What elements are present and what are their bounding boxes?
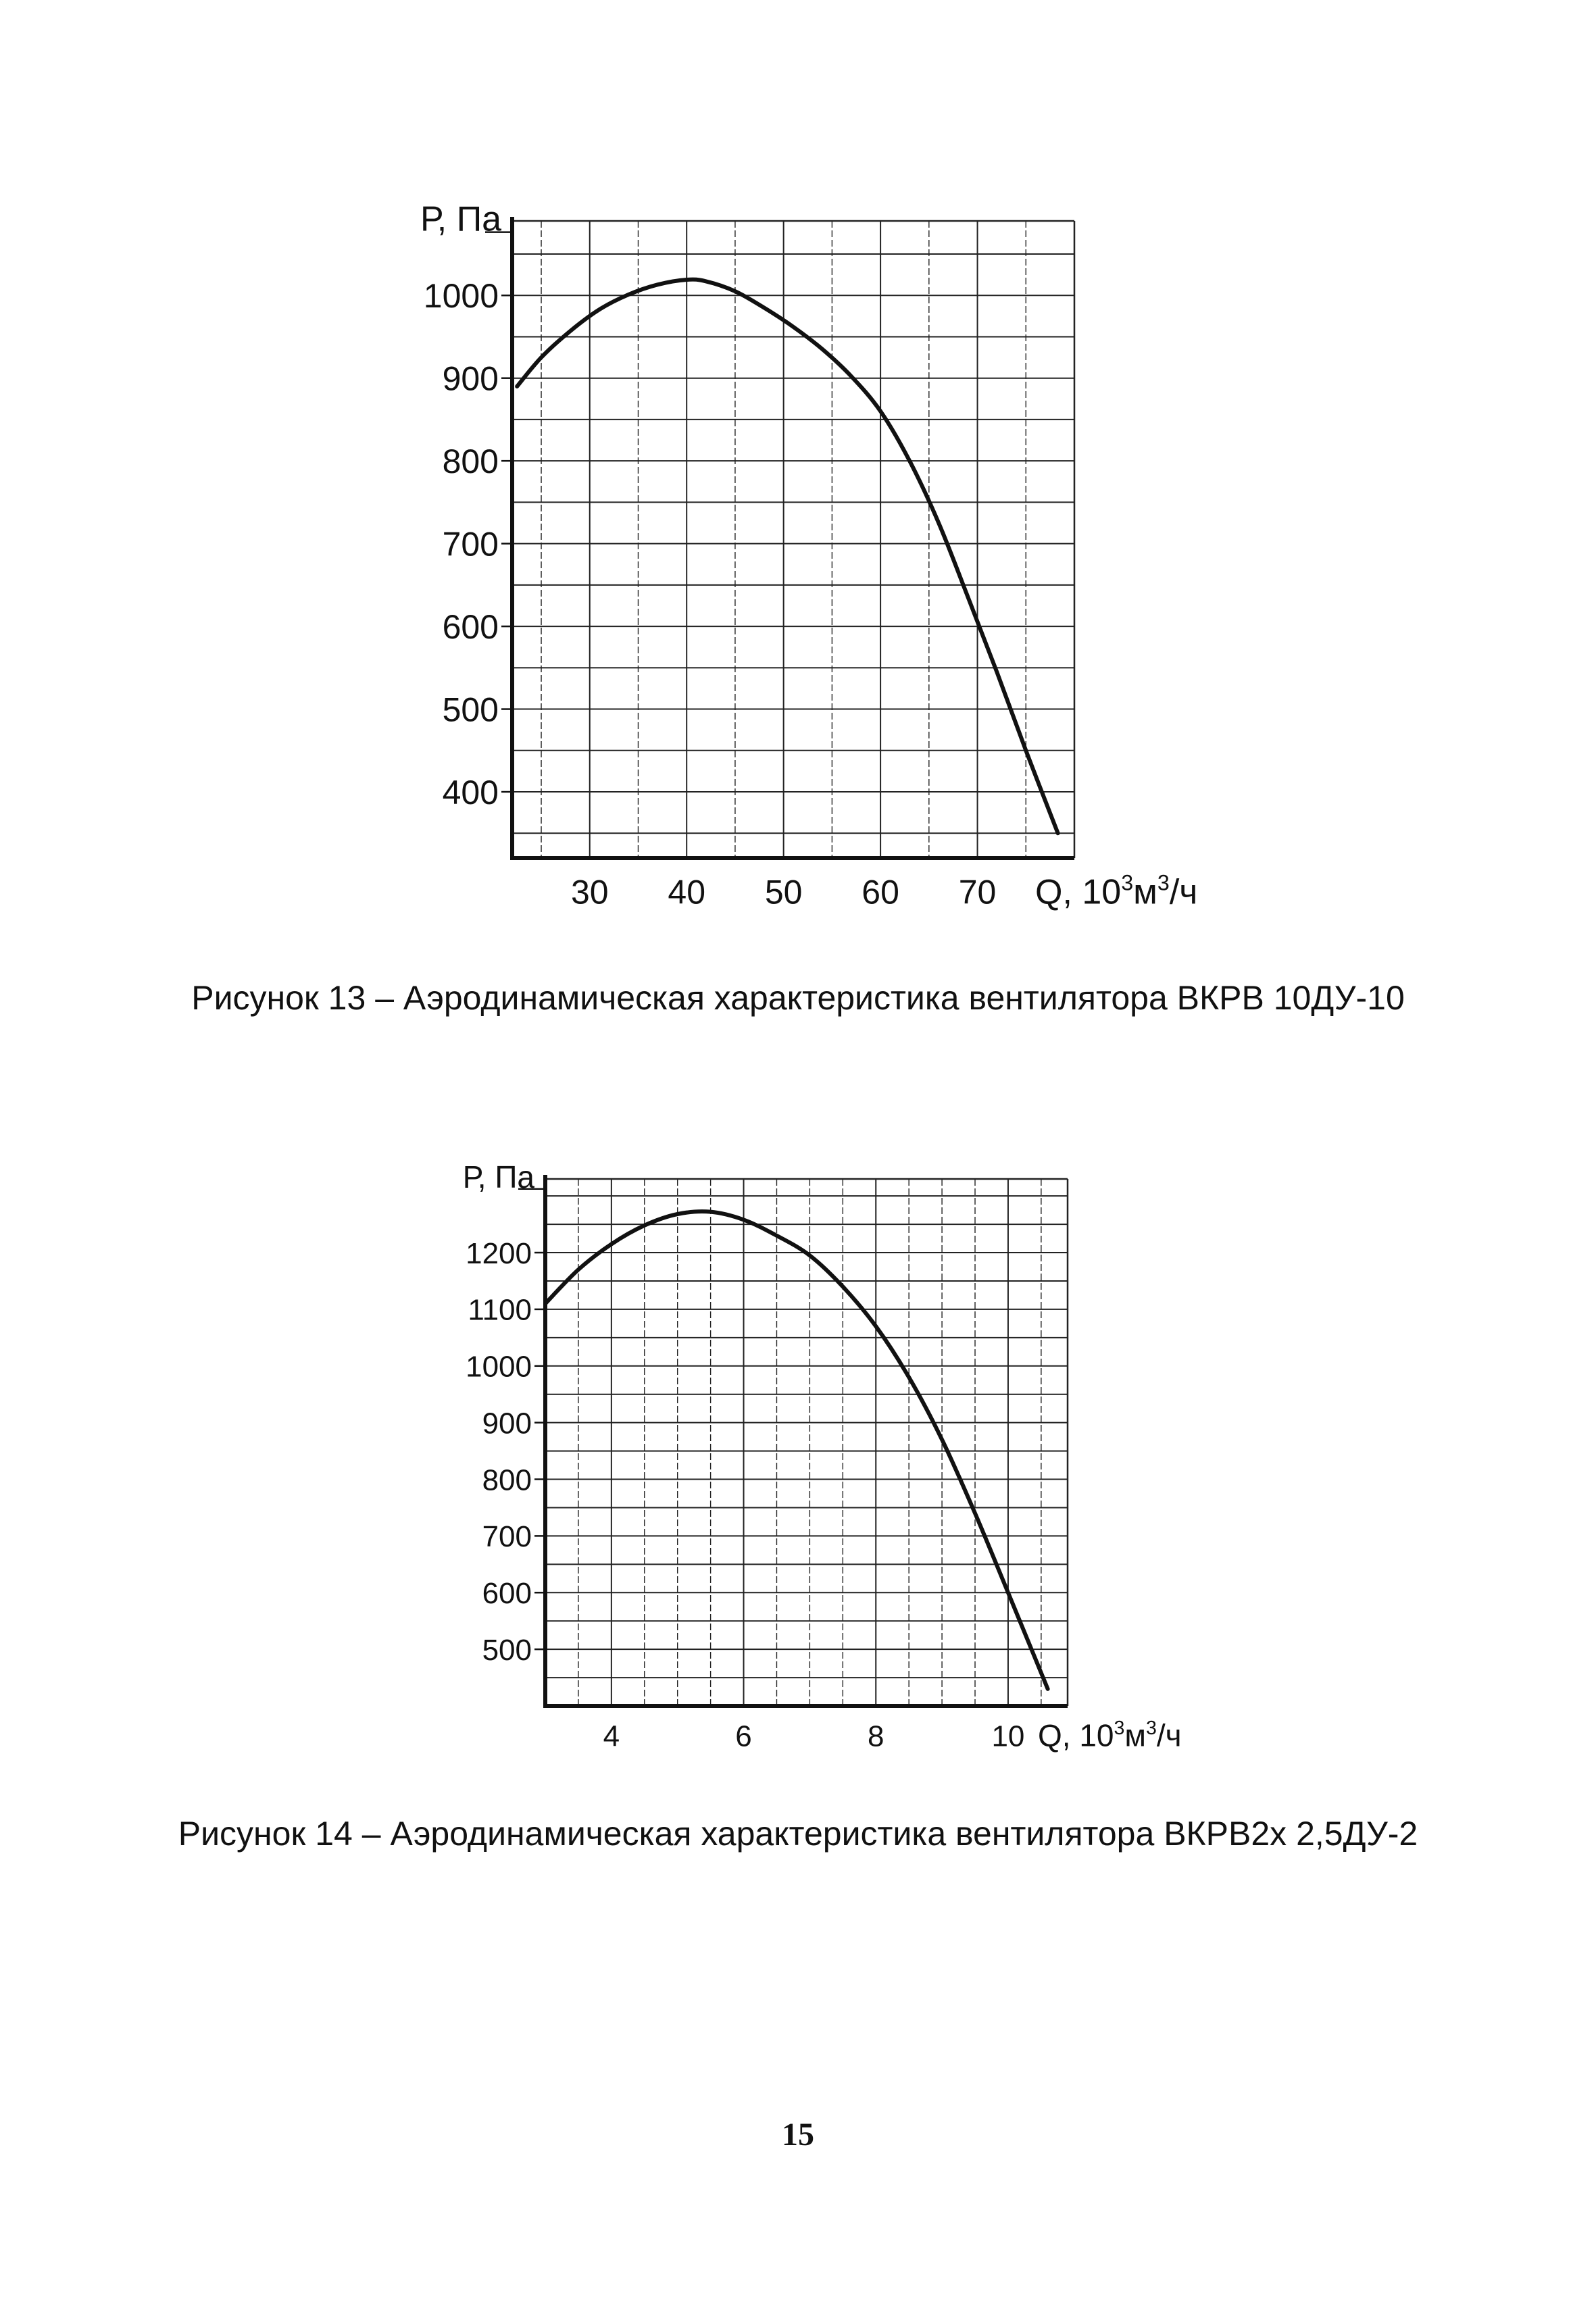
y-tick-label: 400 xyxy=(443,774,499,811)
y-tick-label: 600 xyxy=(443,608,499,646)
series-line xyxy=(543,1209,1050,1691)
y-tick-label: 600 xyxy=(482,1577,532,1610)
x-tick-label: 6 xyxy=(735,1719,751,1753)
x-tick-label: 70 xyxy=(959,874,997,911)
y-tick-label: 700 xyxy=(443,526,499,563)
page-number: 15 xyxy=(782,2117,814,2153)
x-tick-label: 30 xyxy=(571,874,609,911)
x-tick-label: 4 xyxy=(603,1719,620,1753)
figure-14-caption: Рисунок 14 – Аэродинамическая характерис… xyxy=(178,1815,1418,1853)
x-axis-title: Q, 103м3/ч xyxy=(1035,871,1197,912)
y-tick-label: 900 xyxy=(482,1407,532,1440)
y-tick-label: 800 xyxy=(443,443,499,480)
y-tick-label: 1000 xyxy=(424,277,499,315)
x-tick-label: 10 xyxy=(991,1719,1024,1753)
y-tick-label: 1100 xyxy=(468,1294,532,1327)
y-tick-label: 900 xyxy=(443,360,499,398)
x-tick-label: 8 xyxy=(868,1719,884,1753)
y-tick-label: 500 xyxy=(482,1634,532,1667)
y-tick-label: 1000 xyxy=(466,1351,532,1384)
y-tick-label: 1200 xyxy=(466,1237,532,1270)
y-tick-label: 500 xyxy=(443,691,499,729)
x-tick-label: 40 xyxy=(668,874,705,911)
x-tick-label: 60 xyxy=(862,874,899,911)
x-axis-title: Q, 103м3/ч xyxy=(1038,1717,1182,1753)
x-tick-label: 50 xyxy=(765,874,803,911)
series-line xyxy=(515,277,1060,836)
y-tick-label: 700 xyxy=(482,1520,532,1553)
y-tick-label: 800 xyxy=(482,1463,532,1496)
figure-13-caption: Рисунок 13 – Аэродинамическая характерис… xyxy=(191,979,1405,1017)
